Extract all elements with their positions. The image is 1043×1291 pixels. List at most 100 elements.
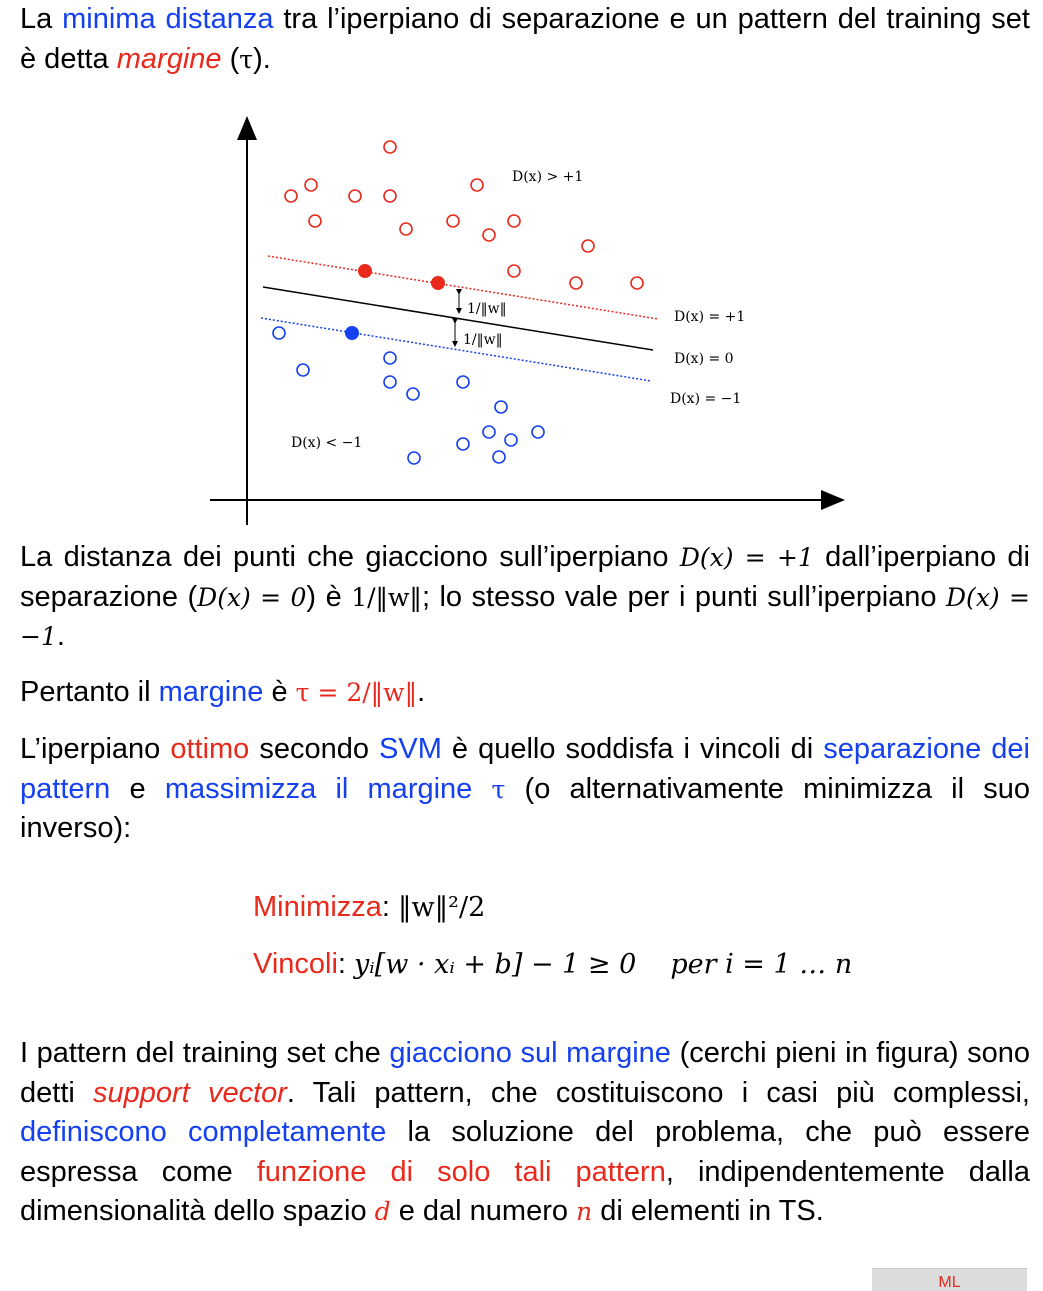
margin-text: . <box>417 676 426 708</box>
svm-margin-figure: 1/‖w‖ 1/‖w‖ <box>210 116 845 525</box>
optimum-paragraph: L’iperpiano ottimo secondo SVM è quello … <box>20 730 1030 849</box>
minimizza-label: Minimizza <box>253 891 382 923</box>
positive-point <box>581 239 595 253</box>
distance-label-upper: 1/‖w‖ <box>467 301 507 317</box>
margin-text: è <box>263 676 296 708</box>
label-region-positive: D(x) > +1 <box>512 169 583 185</box>
distance-text: . <box>56 620 65 652</box>
intro-text: La <box>20 3 63 35</box>
positive-point <box>446 214 460 228</box>
distance-text: La distanza dei punti che giacciono sull… <box>20 541 680 573</box>
negative-point <box>407 451 421 465</box>
intro-text: ( <box>221 42 240 75</box>
negative-support-vectors <box>345 326 359 340</box>
term-massimizza: massimizza il margine <box>164 772 473 805</box>
constraint-expression: yᵢ[w · xᵢ + b] − 1 ≥ 0 <box>354 949 637 980</box>
distance-text: ) è <box>306 580 352 613</box>
term-svm: SVM <box>379 733 442 765</box>
positive-point <box>569 276 583 290</box>
math-n: n <box>576 1197 593 1226</box>
negative-point <box>492 450 506 464</box>
margin-paragraph: Pertanto il margine è τ = 2/‖w‖. <box>20 673 1030 713</box>
support-text: , indipendentemente dalla dimensionalità… <box>20 1155 1031 1228</box>
support-text: (cerchi pieni in figura) sono detti <box>20 1037 1030 1109</box>
negative-point <box>531 425 545 439</box>
negative-point <box>296 363 310 377</box>
positive-point <box>308 214 322 228</box>
label-hyperplane-plus-one: D(x) = +1 <box>674 309 745 325</box>
support-text: di elementi in TS. <box>592 1195 824 1227</box>
math-tau-formula: τ = 2/‖w‖ <box>295 678 418 707</box>
support-text: la soluzione del problema, che può esser… <box>20 1116 1030 1188</box>
negative-point <box>272 326 286 340</box>
optimum-text: secondo <box>249 733 380 765</box>
math-inverse-norm: 1/‖w‖ <box>351 582 422 612</box>
positive-point <box>284 189 298 203</box>
hyperplane-minus-one <box>260 317 652 382</box>
negative-point <box>456 375 470 389</box>
negative-point <box>406 387 420 401</box>
label-region-negative: D(x) < −1 <box>291 435 362 451</box>
positive-point <box>348 189 362 203</box>
term-definiscono: definiscono completamente <box>20 1116 387 1148</box>
separating-hyperplane <box>262 286 654 351</box>
distance-text: dall’iperpiano di separazione ( <box>20 541 1031 613</box>
negative-point <box>504 433 518 447</box>
tau-symbol: τ <box>239 44 254 74</box>
support-text: e dal numero <box>390 1195 577 1227</box>
constraint-equation: Vincoli: yᵢ[w · xᵢ + b] − 1 ≥ 0 per i = 1… <box>253 944 852 985</box>
math-d-zero: D(x) = 0 <box>197 582 307 612</box>
optimum-text: (o alternativamente minimizza il suo inv… <box>20 772 1031 845</box>
negative-class-points <box>272 326 545 465</box>
positive-point <box>383 140 397 154</box>
distance-paragraph: La distanza dei punti che giacciono sull… <box>20 538 1030 657</box>
negative-point <box>482 425 496 439</box>
footer-ml-tab: ML <box>872 1268 1027 1291</box>
negative-point <box>383 375 397 389</box>
term-support-vector: support vector <box>93 1076 287 1109</box>
math-d-minus-one: D(x) = −1 <box>20 582 1030 652</box>
support-text: . Tali pattern, che costituiscono i casi… <box>286 1076 1030 1109</box>
intro-paragraph: La minima distanza tra l’iperpiano di se… <box>20 0 1030 79</box>
negative-point <box>456 437 470 451</box>
support-vector-negative <box>345 326 359 340</box>
margin-text: Pertanto il <box>20 676 159 708</box>
positive-point <box>482 228 496 242</box>
support-vector-positive <box>431 276 445 290</box>
eq-colon: : <box>337 948 355 980</box>
support-vector-paragraph: I pattern del training set che giacciono… <box>20 1034 1030 1232</box>
positive-point <box>399 222 413 236</box>
positive-point <box>507 214 521 228</box>
term-separazione: separazione dei pattern <box>20 733 1030 805</box>
support-text: I pattern del training set che <box>20 1037 390 1069</box>
positive-point <box>630 276 644 290</box>
constraint-range: per i = 1 … n <box>670 949 853 980</box>
positive-point <box>470 178 484 192</box>
math-d-plus-one: D(x) = +1 <box>679 543 814 572</box>
label-hyperplane-minus-one: D(x) = −1 <box>670 391 741 407</box>
distance-label-lower: 1/‖w‖ <box>463 332 503 348</box>
math-tau: τ <box>491 774 506 804</box>
support-vector-positive <box>358 264 372 278</box>
positive-point <box>507 264 521 278</box>
optimum-text: e <box>110 772 165 805</box>
objective-expression: ‖w‖²/2 <box>398 892 486 923</box>
positive-point <box>383 189 397 203</box>
negative-point <box>494 400 508 414</box>
eq-colon: : <box>381 891 399 923</box>
positive-point <box>304 178 318 192</box>
intro-text: tra l’iperpiano di separazione e un patt… <box>20 3 1030 75</box>
math-d: d <box>374 1197 391 1226</box>
negative-point <box>383 351 397 365</box>
term-giacciono: giacciono sul margine <box>389 1037 671 1069</box>
term-margine: margine <box>116 42 222 75</box>
footer-label: ML <box>938 1274 961 1291</box>
term-funzione: funzione di solo tali pattern <box>256 1155 666 1188</box>
term-minima-distanza: minima distanza <box>62 3 274 35</box>
optimum-text: è quello soddisfa i vincoli di <box>441 733 824 765</box>
intro-text: ). <box>253 42 271 75</box>
distance-text: ; lo stesso vale per i punti sull’iperpi… <box>421 580 947 613</box>
positive-support-vectors <box>358 264 445 290</box>
vincoli-label: Vincoli <box>253 948 338 980</box>
optimum-text <box>472 773 491 805</box>
